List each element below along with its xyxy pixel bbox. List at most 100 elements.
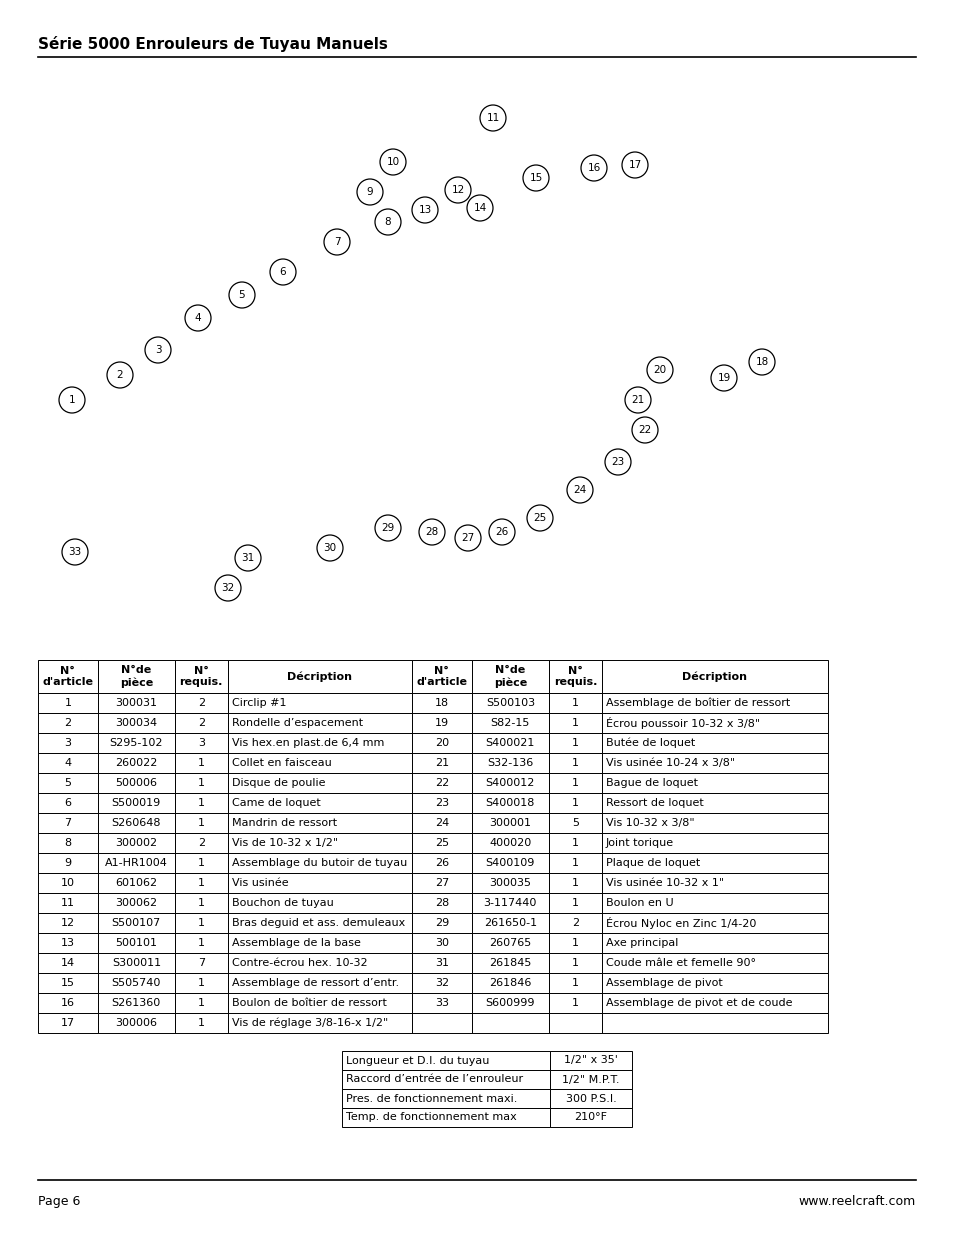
Bar [174,832,228,853]
Bar [174,953,228,973]
Bar [412,773,471,793]
Text: 8: 8 [64,839,71,848]
Text: 1: 1 [197,898,205,908]
Text: Assemblage du butoir de tuyau: Assemblage du butoir de tuyau [232,858,407,868]
Text: 300002: 300002 [115,839,157,848]
Text: 1: 1 [197,858,205,868]
Text: 300062: 300062 [115,898,157,908]
Text: 300001: 300001 [489,818,531,827]
Bar [471,953,548,973]
Text: 11: 11 [486,112,499,124]
Bar [174,773,228,793]
Text: 1: 1 [571,698,578,708]
Bar [38,1013,97,1032]
Text: Vis usinée: Vis usinée [232,878,288,888]
Text: Écrou Nyloc en Zinc 1/4-20: Écrou Nyloc en Zinc 1/4-20 [605,918,756,929]
Text: 1: 1 [69,395,75,405]
Bar [228,953,412,973]
Bar [471,1013,548,1032]
Bar [228,659,412,693]
Text: S400021: S400021 [485,739,535,748]
Text: 15: 15 [529,173,542,183]
Text: 300 P.S.I.: 300 P.S.I. [565,1093,616,1104]
Bar [97,893,174,913]
Text: S82-15: S82-15 [490,718,530,727]
Text: S600999: S600999 [485,998,535,1008]
Bar [228,873,412,893]
Bar [548,932,601,953]
Bar [550,1051,631,1070]
Text: 18: 18 [435,698,449,708]
Bar [601,734,827,753]
Text: 29: 29 [435,918,449,927]
Text: Mandrin de ressort: Mandrin de ressort [232,818,336,827]
Text: S400012: S400012 [485,778,535,788]
Text: Assemblage de pivot: Assemblage de pivot [605,978,721,988]
Bar [548,873,601,893]
Text: 300034: 300034 [115,718,157,727]
Bar [412,932,471,953]
Text: 32: 32 [221,583,234,593]
Text: Temp. de fonctionnement max: Temp. de fonctionnement max [346,1113,517,1123]
Bar [471,773,548,793]
Text: 23: 23 [435,798,449,808]
Text: Longueur et D.I. du tuyau: Longueur et D.I. du tuyau [346,1056,489,1066]
Bar [601,773,827,793]
Text: Pres. de fonctionnement maxi.: Pres. de fonctionnement maxi. [346,1093,517,1104]
Text: 8: 8 [384,217,391,227]
Text: S500103: S500103 [485,698,535,708]
Text: 2: 2 [571,918,578,927]
Text: Butée de loquet: Butée de loquet [605,737,694,748]
Text: 18: 18 [755,357,768,367]
Text: 1: 1 [197,878,205,888]
Bar [548,734,601,753]
Bar [412,832,471,853]
Bar [548,913,601,932]
Bar [38,932,97,953]
Text: 1: 1 [571,998,578,1008]
Text: N°de
pièce: N°de pièce [494,666,526,688]
Text: 27: 27 [461,534,475,543]
Bar [38,973,97,993]
Bar [412,713,471,734]
Text: 29: 29 [381,522,395,534]
Text: Boulon de boîtier de ressort: Boulon de boîtier de ressort [232,998,386,1008]
Bar [412,873,471,893]
Circle shape [62,538,88,564]
Bar [601,932,827,953]
Bar [38,953,97,973]
Text: 1: 1 [571,798,578,808]
Circle shape [566,477,593,503]
Bar [471,913,548,932]
Circle shape [522,165,548,191]
Text: 1: 1 [571,758,578,768]
Bar [97,873,174,893]
Text: Écrou poussoir 10-32 x 3/8": Écrou poussoir 10-32 x 3/8" [605,718,759,729]
Bar [341,1108,550,1128]
Text: 26: 26 [435,858,449,868]
Text: 2: 2 [197,718,205,727]
Circle shape [270,259,295,285]
Text: 1: 1 [571,839,578,848]
Circle shape [375,515,400,541]
Bar [97,713,174,734]
Text: 19: 19 [717,373,730,383]
Bar [97,913,174,932]
Text: 1: 1 [571,739,578,748]
Bar [228,813,412,832]
Bar [174,659,228,693]
Bar [412,993,471,1013]
Text: 500101: 500101 [115,939,157,948]
Bar [412,693,471,713]
Text: 261846: 261846 [489,978,531,988]
Text: 2: 2 [116,370,123,380]
Bar [601,953,827,973]
Bar [228,973,412,993]
Circle shape [748,350,774,375]
Text: 1: 1 [571,878,578,888]
Text: 260022: 260022 [115,758,157,768]
Text: Bouchon de tuyau: Bouchon de tuyau [232,898,333,908]
Bar [97,753,174,773]
Text: 28: 28 [435,898,449,908]
Text: S400109: S400109 [485,858,535,868]
